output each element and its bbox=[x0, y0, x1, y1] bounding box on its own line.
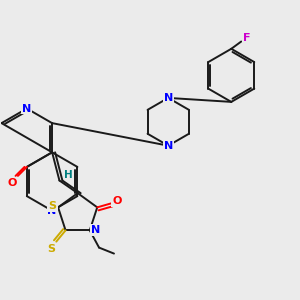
Text: O: O bbox=[8, 178, 17, 188]
Text: N: N bbox=[164, 93, 173, 103]
Text: N: N bbox=[91, 225, 101, 235]
Text: N: N bbox=[22, 103, 32, 113]
Text: O: O bbox=[112, 196, 122, 206]
Text: H: H bbox=[64, 169, 73, 180]
Text: N: N bbox=[47, 206, 57, 216]
Text: F: F bbox=[243, 33, 250, 43]
Text: S: S bbox=[48, 244, 56, 254]
Text: N: N bbox=[164, 141, 173, 151]
Text: S: S bbox=[48, 201, 56, 211]
